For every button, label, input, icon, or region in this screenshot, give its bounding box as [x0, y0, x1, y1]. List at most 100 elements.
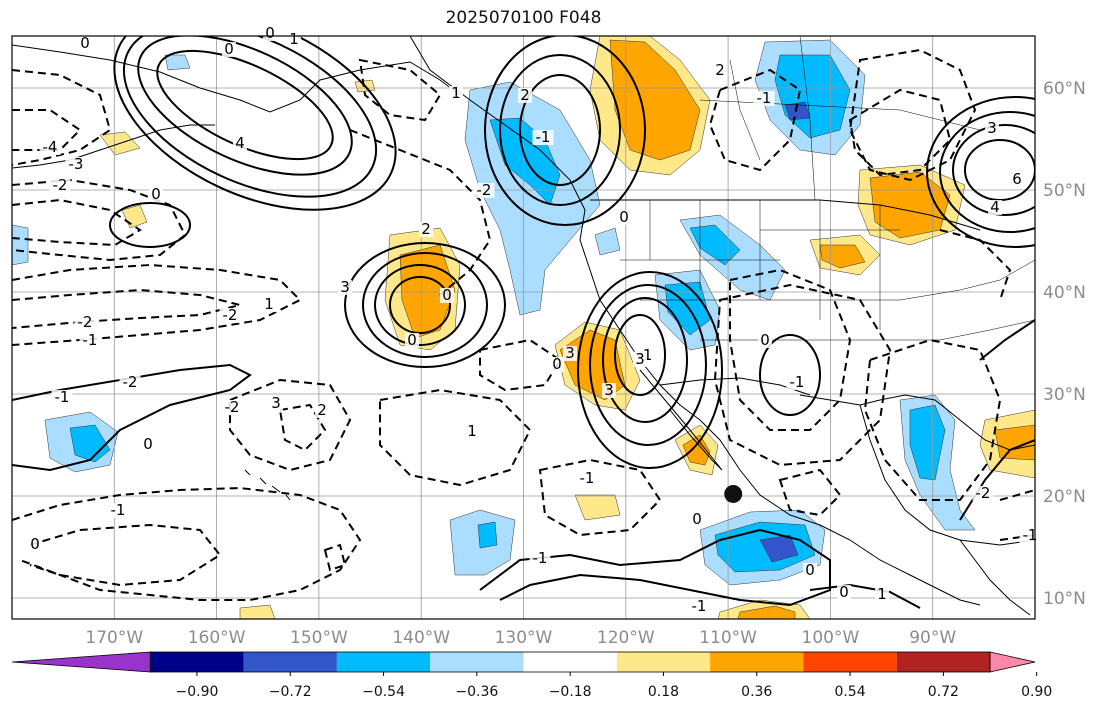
contour-label: 3 [635, 350, 645, 368]
negative-contour [349, 129, 492, 296]
positive-contour [374, 264, 466, 346]
contour-label: 1 [467, 422, 477, 440]
latitude-tick-label: 50°N [1043, 181, 1086, 201]
negative-anomaly-region [164, 54, 191, 71]
contour-label-bg [78, 36, 92, 51]
positive-contour [979, 319, 1035, 361]
contour-label: -1 [83, 331, 98, 349]
contour-label-bg [465, 424, 479, 439]
positive-contour [926, 96, 1035, 248]
contour-label: 2 [715, 61, 725, 79]
colorbar-segment [710, 652, 804, 672]
negative-contour [778, 468, 842, 517]
contour-label-bg [233, 136, 247, 151]
contour-label: 4 [990, 198, 1000, 216]
contour-label-bg [758, 333, 772, 348]
contour-label-bg [753, 91, 775, 106]
contour-label-bg [473, 183, 495, 198]
contour-label: 0 [805, 561, 815, 579]
contour-label: -2 [78, 313, 93, 331]
negative-contour [12, 178, 187, 262]
negative-contour [848, 48, 977, 182]
mexico-gulf-coastline [859, 404, 1035, 546]
contour-label-bg [39, 140, 61, 155]
latitude-tick-label: 10°N [1043, 589, 1086, 609]
positive-contour [137, 36, 353, 176]
positive-contour [577, 271, 723, 469]
contour-label: 1 [877, 585, 887, 603]
contour-label-bg [972, 486, 994, 501]
colorbar-tick-label: −0.90 [175, 684, 218, 700]
contour-label-bg [79, 333, 101, 348]
negative-contour [848, 88, 952, 177]
alaska-coastline [12, 44, 461, 113]
colorbar-tick-label: 0.36 [741, 684, 772, 700]
contour-label-bg [529, 551, 551, 566]
contour-label: 6 [1012, 170, 1022, 188]
longitude-tick-labels: 170°W 160°W 150°W 140°W 130°W 120°W 110°W 100°W… [85, 628, 956, 648]
contour-lines [12, 36, 1035, 609]
negative-anomaly-region [689, 224, 741, 266]
colorbar-extension-high [989, 651, 1036, 673]
colorbar-tick-label: 0.90 [1021, 684, 1052, 700]
contour-label: 2 [317, 401, 327, 419]
negative-contour [713, 283, 892, 467]
contour-label: -4 [43, 138, 58, 156]
colorbar-tick-label: 0.54 [834, 684, 865, 700]
contour-label-bg [28, 537, 42, 552]
colorbar-segment [430, 652, 524, 672]
positive-contour [389, 276, 451, 334]
colorbar [11, 651, 1036, 673]
contour-label: -1 [536, 128, 551, 146]
contour-label-bg [617, 210, 631, 225]
contour-label-bg [65, 157, 87, 172]
contour-label-bg [119, 375, 141, 390]
colorbar-tick-label: 0.72 [928, 684, 959, 700]
contour-label: 4 [235, 134, 245, 152]
contour-label: 0 [265, 24, 275, 42]
colorbar-tick-label: −0.36 [455, 684, 498, 700]
colorbar-segment [243, 652, 337, 672]
contour-label-bg [222, 42, 236, 57]
hawaii-islands [244, 469, 291, 501]
positive-contour [479, 528, 831, 607]
contour-label-bg [49, 178, 71, 193]
positive-anomaly-region [819, 244, 866, 269]
positive-contour [113, 36, 397, 211]
contour-label: -1 [757, 89, 772, 107]
positive-contour [12, 363, 252, 472]
positive-anomaly-region [994, 424, 1035, 461]
contour-label: 0 [407, 331, 417, 349]
contour-label: 0 [151, 185, 161, 203]
contour-label: 1 [289, 30, 299, 48]
plot-title: 2025070100 F048 [445, 8, 602, 28]
baja-california-coastline [639, 369, 723, 471]
positive-contour [484, 36, 646, 226]
colorbar-tick-labels: −0.90 −0.72 −0.54 −0.36 −0.18 0.18 0.36 0.54 0.7… [175, 672, 1052, 700]
longitude-tick-label: 130°W [495, 628, 553, 648]
contour-label-bg [602, 383, 616, 398]
contour-label-bg [1010, 172, 1024, 187]
colorbar-segment [803, 652, 897, 672]
contour-label: -2 [123, 373, 138, 391]
contour-label: -1 [790, 373, 805, 391]
contour-label: 3 [565, 344, 575, 362]
positive-contour [809, 583, 921, 609]
contour-label: 0 [80, 34, 90, 52]
negative-contour [358, 58, 442, 122]
negative-anomaly-region [759, 534, 799, 563]
contour-label: 2 [421, 220, 431, 238]
positive-contour [939, 111, 1035, 233]
map-frame [11, 35, 1036, 620]
contour-label: -1 [692, 597, 707, 615]
aleutian-islands [12, 124, 215, 169]
contour-label-bg [532, 130, 554, 145]
colorbar-extension-low [11, 651, 151, 673]
contour-label-bg [713, 63, 727, 78]
longitude-tick-label: 160°W [188, 628, 246, 648]
contour-label-bg [690, 512, 704, 527]
contour-label-bg [141, 437, 155, 452]
black-dot-marker [724, 484, 743, 503]
positive-contour [499, 54, 621, 206]
